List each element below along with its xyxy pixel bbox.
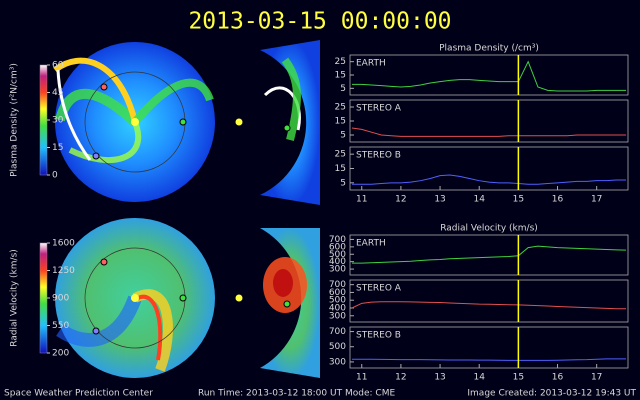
series-line [351,60,627,92]
y-tick-label: 700 [329,327,346,337]
y-tick-label: 300 [329,311,346,321]
panel [349,279,629,323]
panel [349,54,629,96]
y-tick-label: 25 [335,103,346,113]
y-tick-label: 400 [329,257,346,267]
x-tick-label: 16 [552,373,564,383]
x-tick-label: 11 [356,195,367,205]
x-tick-label: 14 [473,373,485,383]
y-tick-label: 25 [335,57,346,67]
footer-left: Space Weather Prediction Center [4,389,153,399]
panel-annotation: EARTH [356,59,386,69]
series-line [351,174,627,185]
panel [349,326,629,369]
colorbar-tick-label: 1600 [52,239,75,249]
series-line [351,301,627,310]
x-tick-label: 15 [513,373,524,383]
x-tick-label: 17 [591,195,602,205]
colorbar-tick-label: 15 [52,143,63,153]
panel-title: Plasma Density (/cm³) [439,44,539,54]
y-tick-label: 500 [329,296,346,306]
y-tick-label: 600 [329,242,346,252]
x-tick-label: 12 [395,195,406,205]
x-tick-label: 15 [513,195,524,205]
colorbar-tick-label: 30 [52,116,64,126]
panel [349,234,629,276]
velocity-disc [55,218,320,378]
footer-run-time: Run Time: 2013-03-12 18:00 UT [198,389,343,399]
colorbar-label: Plasma Density (r²N/cm³) [10,63,20,177]
y-tick-label: 25 [335,150,346,160]
x-tick-label: 11 [356,373,367,383]
panel-annotation: EARTH [356,239,386,249]
series-line [351,358,627,361]
colorbar-tick-label: 200 [52,349,69,359]
y-tick-label: 700 [329,235,346,245]
y-tick-label: 300 [329,357,346,367]
series-line [351,245,627,264]
series-line [351,127,627,137]
y-tick-label: 15 [335,164,346,174]
y-tick-label: 400 [329,304,346,314]
x-tick-label: 16 [552,195,564,205]
colorbar-tick-label: 900 [52,294,69,304]
panel-annotation: STEREO B [356,151,401,161]
y-tick-label: 500 [329,342,346,352]
panel-title: Radial Velocity (km/s) [440,224,538,234]
footer-created: Image Created: 2013-03-12 19:43 UT [467,389,636,399]
colorbar-tick-label: 45 [52,88,63,98]
x-tick-label: 13 [434,373,445,383]
y-tick-label: 5 [340,178,346,188]
timestamp: 2013-03-15 00:00:00 [188,9,451,35]
colorbar [39,242,48,354]
colorbar-tick-label: 60 [52,61,64,71]
x-tick-label: 17 [591,373,602,383]
y-tick-label: 5 [340,84,346,94]
colorbar-tick-label: 0 [52,171,58,181]
x-tick-label: 14 [473,195,485,205]
y-tick-label: 5 [340,131,346,141]
y-tick-label: 600 [329,288,346,298]
panel-annotation: STEREO A [356,284,402,294]
y-tick-label: 15 [335,117,346,127]
colorbar-label: Radial Velocity (km/s) [10,249,20,347]
footer-mode: Mode: CME [345,389,395,399]
panel-annotation: STEREO B [356,331,401,341]
y-tick-label: 500 [329,250,346,260]
panel-annotation: STEREO A [356,104,402,114]
x-tick-label: 12 [395,373,406,383]
y-tick-label: 300 [329,265,346,275]
colorbar-tick-label: 1250 [52,266,75,276]
x-tick-label: 13 [434,195,445,205]
colorbar [39,64,48,176]
y-tick-label: 15 [335,71,346,81]
density-disc [53,40,320,205]
y-tick-label: 700 [329,280,346,290]
colorbar-tick-label: 550 [52,321,69,331]
